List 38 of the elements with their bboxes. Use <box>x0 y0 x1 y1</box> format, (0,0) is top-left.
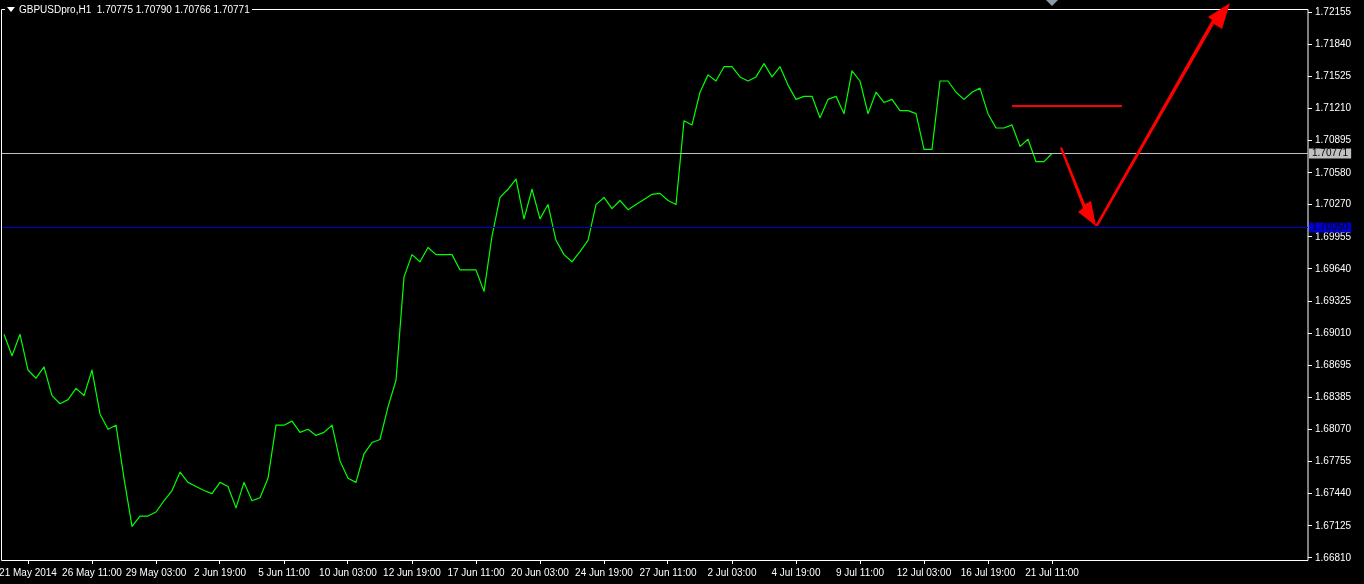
x-tick-label: 9 Jul 11:00 <box>835 566 885 578</box>
y-tick-label: 1.70270 <box>1315 198 1352 210</box>
y-tick-label: 1.71840 <box>1315 37 1352 49</box>
ref-line-label: 1.70771 <box>1312 147 1349 159</box>
y-tick-label: 1.67125 <box>1315 519 1352 531</box>
x-tick-label: 12 Jul 03:00 <box>896 566 952 578</box>
y-tick-label: 1.70895 <box>1315 134 1352 146</box>
y-tick-label: 1.71525 <box>1315 70 1352 82</box>
x-tick-label: 2 Jun 19:00 <box>193 566 247 578</box>
y-tick-label: 1.69640 <box>1315 262 1352 274</box>
x-tick-label: 20 Jun 03:00 <box>511 566 570 578</box>
y-tick-label: 1.68385 <box>1315 390 1352 402</box>
x-tick-label: 29 May 03:00 <box>125 566 187 578</box>
x-tick-label: 5 Jun 11:00 <box>258 566 311 578</box>
x-tick-label: 27 Jun 11:00 <box>639 566 697 578</box>
y-tick-label: 1.70580 <box>1315 166 1352 178</box>
x-tick-label: 21 May 2014 <box>0 566 58 578</box>
x-tick-label: 16 Jul 19:00 <box>960 566 1016 578</box>
x-tick-label: 4 Jul 19:00 <box>771 566 821 578</box>
y-tick-label: 1.71210 <box>1315 102 1352 114</box>
y-tick-label: 1.69955 <box>1315 230 1352 242</box>
x-tick-label: 26 May 11:00 <box>62 566 123 578</box>
x-tick-label: 10 Jun 03:00 <box>319 566 378 578</box>
y-tick-label: 1.67440 <box>1315 487 1352 499</box>
y-tick-label: 1.72155 <box>1315 5 1352 17</box>
y-tick-label: 1.68695 <box>1315 359 1352 371</box>
y-tick-label: 1.69325 <box>1315 294 1352 306</box>
x-tick-label: 21 Jul 11:00 <box>1025 566 1080 578</box>
ref-line-label: 1.70050 <box>1312 221 1349 233</box>
y-tick-label: 1.67755 <box>1315 455 1352 467</box>
x-tick-label: 24 Jun 19:00 <box>575 566 634 578</box>
x-tick-label: 17 Jun 11:00 <box>447 566 505 578</box>
y-tick-label: 1.66810 <box>1315 551 1352 563</box>
chart-title: GBPUSDpro,H1 1.70775 1.70790 1.70766 1.70771 <box>19 4 250 15</box>
x-tick-label: 2 Jul 03:00 <box>707 566 757 578</box>
x-tick-label: 12 Jun 19:00 <box>383 566 442 578</box>
y-tick-label: 1.68070 <box>1315 423 1352 435</box>
y-tick-label: 1.69010 <box>1315 327 1352 339</box>
